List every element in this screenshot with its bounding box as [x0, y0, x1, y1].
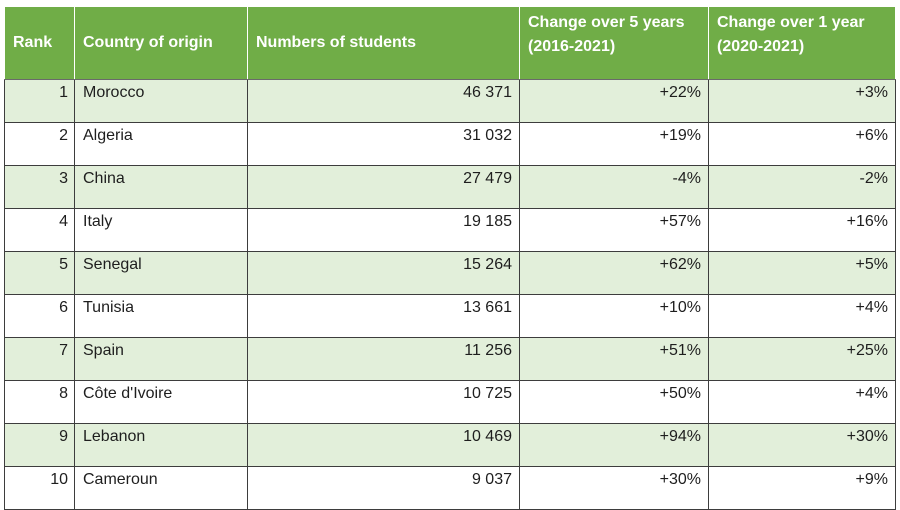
cell-rank: 1: [4, 79, 75, 123]
cell-change-5-years: -4%: [519, 165, 709, 209]
cell-change-1-year: +4%: [708, 380, 896, 424]
cell-rank: 8: [4, 380, 75, 424]
cell-country: Morocco: [74, 79, 248, 123]
header-change-1-year: Change over 1 year (2020-2021): [708, 6, 896, 80]
cell-change-1-year: +4%: [708, 294, 896, 338]
cell-students: 31 032: [247, 122, 520, 166]
cell-change-5-years: +10%: [519, 294, 709, 338]
cell-students: 10 725: [247, 380, 520, 424]
cell-country: Lebanon: [74, 423, 248, 467]
cell-change-5-years: +62%: [519, 251, 709, 295]
header-change-5-years: Change over 5 years (2016-2021): [519, 6, 709, 80]
table-row: 2 Algeria 31 032 +19% +6%: [4, 122, 896, 166]
table-row: 4 Italy 19 185 +57% +16%: [4, 208, 896, 252]
cell-country: Spain: [74, 337, 248, 381]
table-row: 10 Cameroun 9 037 +30% +9%: [4, 466, 896, 510]
header-students: Numbers of students: [247, 6, 520, 80]
cell-students: 15 264: [247, 251, 520, 295]
cell-change-1-year: +6%: [708, 122, 896, 166]
cell-country: Italy: [74, 208, 248, 252]
header-country: Country of origin: [74, 6, 248, 80]
cell-rank: 2: [4, 122, 75, 166]
cell-change-1-year: +9%: [708, 466, 896, 510]
cell-country: China: [74, 165, 248, 209]
table-row: 9 Lebanon 10 469 +94% +30%: [4, 423, 896, 467]
cell-rank: 6: [4, 294, 75, 338]
cell-country: Senegal: [74, 251, 248, 295]
cell-change-1-year: -2%: [708, 165, 896, 209]
cell-country: Algeria: [74, 122, 248, 166]
cell-change-5-years: +57%: [519, 208, 709, 252]
cell-change-5-years: +51%: [519, 337, 709, 381]
cell-country: Cameroun: [74, 466, 248, 510]
cell-rank: 9: [4, 423, 75, 467]
cell-change-5-years: +94%: [519, 423, 709, 467]
cell-country: Tunisia: [74, 294, 248, 338]
table-row: 7 Spain 11 256 +51% +25%: [4, 337, 896, 381]
cell-rank: 3: [4, 165, 75, 209]
cell-change-5-years: +50%: [519, 380, 709, 424]
table-header: Rank Country of origin Numbers of studen…: [4, 6, 896, 80]
cell-rank: 4: [4, 208, 75, 252]
cell-rank: 10: [4, 466, 75, 510]
cell-change-1-year: +30%: [708, 423, 896, 467]
cell-rank: 7: [4, 337, 75, 381]
table-row: 8 Côte d'Ivoire 10 725 +50% +4%: [4, 380, 896, 424]
cell-change-5-years: +19%: [519, 122, 709, 166]
cell-students: 10 469: [247, 423, 520, 467]
cell-change-5-years: +22%: [519, 79, 709, 123]
cell-change-1-year: +25%: [708, 337, 896, 381]
header-row: Rank Country of origin Numbers of studen…: [4, 6, 896, 80]
cell-students: 19 185: [247, 208, 520, 252]
table-body: 1 Morocco 46 371 +22% +3% 2 Algeria 31 032 +19% +…: [4, 79, 896, 510]
students-table: Rank Country of origin Numbers of studen…: [4, 6, 896, 510]
cell-country: Côte d'Ivoire: [74, 380, 248, 424]
table-row: 1 Morocco 46 371 +22% +3%: [4, 79, 896, 123]
cell-students: 9 037: [247, 466, 520, 510]
cell-students: 11 256: [247, 337, 520, 381]
cell-rank: 5: [4, 251, 75, 295]
cell-change-1-year: +5%: [708, 251, 896, 295]
header-rank: Rank: [4, 6, 75, 80]
cell-change-1-year: +16%: [708, 208, 896, 252]
cell-students: 27 479: [247, 165, 520, 209]
table-row: 6 Tunisia 13 661 +10% +4%: [4, 294, 896, 338]
cell-change-5-years: +30%: [519, 466, 709, 510]
cell-change-1-year: +3%: [708, 79, 896, 123]
cell-students: 46 371: [247, 79, 520, 123]
cell-students: 13 661: [247, 294, 520, 338]
table-row: 5 Senegal 15 264 +62% +5%: [4, 251, 896, 295]
table-row: 3 China 27 479 -4% -2%: [4, 165, 896, 209]
